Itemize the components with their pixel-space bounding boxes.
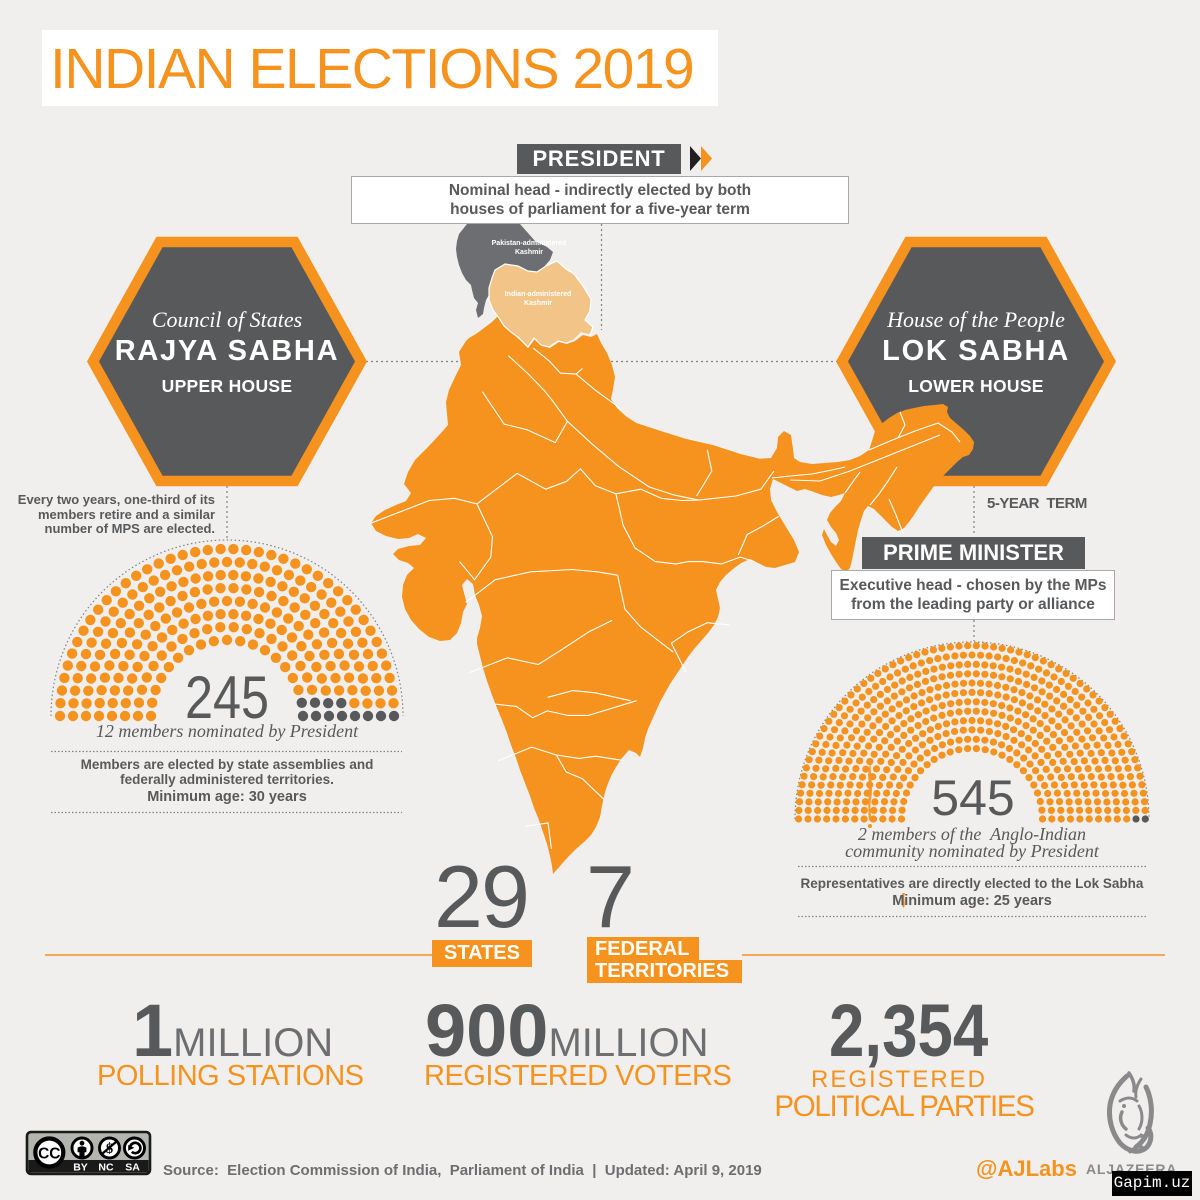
svg-text:SA: SA (125, 1162, 140, 1174)
svg-text:CC: CC (38, 1146, 60, 1163)
svg-text:BY: BY (73, 1162, 88, 1174)
svg-text:NC: NC (98, 1162, 114, 1174)
